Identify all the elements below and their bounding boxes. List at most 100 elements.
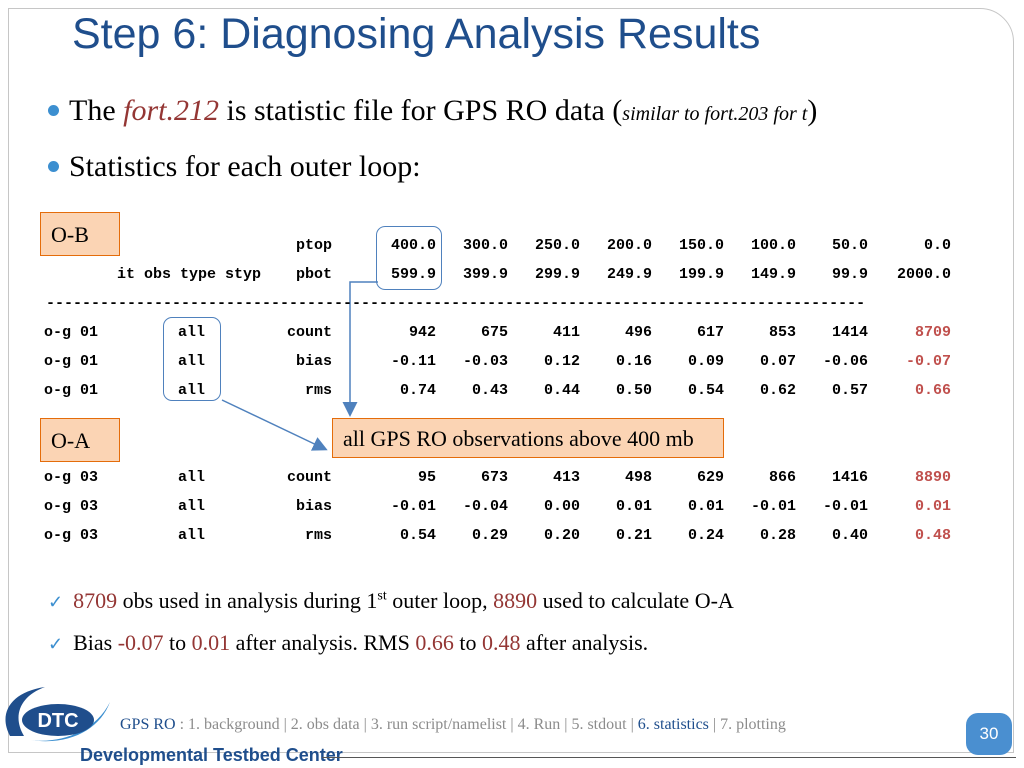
check-text: Bias [73, 630, 113, 655]
bullet-fort212: The fort.212 is statistic file for GPS R… [48, 94, 817, 128]
row-value: -0.01 [390, 498, 436, 515]
row-value: 629 [696, 469, 724, 486]
ptop-value: 150.0 [678, 237, 724, 254]
row-value: 0.07 [759, 353, 796, 370]
obs-count-ob: 8709 [73, 588, 118, 613]
slide-title: Step 6: Diagnosing Analysis Results [72, 10, 761, 58]
ptop-value: 50.0 [831, 237, 868, 254]
row-stat-name: count [286, 324, 332, 341]
ptop-value: 200.0 [606, 237, 652, 254]
row-value: 0.57 [831, 382, 868, 399]
bias-after: 0.01 [191, 630, 231, 655]
row-total: 0.01 [914, 498, 951, 515]
check-text: obs used in analysis during 1 [122, 588, 378, 613]
bullet-text: Statistics for each outer loop: [69, 150, 421, 183]
column-headers: it obs type styp [116, 266, 261, 283]
pbot-value: 149.9 [750, 266, 796, 283]
row-stat-name: bias [295, 353, 332, 370]
row-value: -0.03 [462, 353, 508, 370]
row-value: 498 [624, 469, 652, 486]
row-iteration: o-g 03 [44, 527, 99, 544]
row-value: 1414 [831, 324, 868, 341]
row-stat-name: rms [304, 527, 332, 544]
pbot-value: 599.9 [390, 266, 436, 283]
dtc-logo-icon: DTC [5, 687, 110, 742]
bullet-text-mid: is statistic file for GPS RO data ( [226, 94, 623, 127]
footer-nav-item[interactable]: 6. statistics [637, 716, 709, 733]
obs-count-oa: 8890 [493, 588, 538, 613]
row-obs-type: all [178, 353, 206, 370]
check-text: used to calculate O-A [542, 588, 734, 613]
ptop-value: 250.0 [534, 237, 580, 254]
footer-nav-item[interactable]: 5. stdout [571, 716, 627, 733]
highlight-400mb [376, 226, 442, 290]
row-value: 0.74 [399, 382, 436, 399]
row-obs-type: all [178, 382, 206, 399]
row-total: 0.48 [914, 527, 951, 544]
row-value: 0.16 [615, 353, 652, 370]
pbot-value: 199.9 [678, 266, 724, 283]
row-iteration: o-g 01 [44, 324, 99, 341]
footer-divider: | [506, 716, 518, 733]
row-value: 853 [768, 324, 796, 341]
check-item-obs: ✓ 8709 obs used in analysis during 1st ou… [48, 588, 734, 614]
bullet-dot-icon [48, 104, 59, 116]
page-number: 30 [966, 713, 1012, 755]
row-value: 0.29 [471, 527, 508, 544]
footer-nav-item[interactable]: 2. obs data [290, 716, 360, 733]
oa-label: O-A [40, 418, 120, 462]
row-value: 1416 [831, 469, 868, 486]
check-text: after analysis. [525, 630, 649, 655]
row-value: 942 [408, 324, 436, 341]
row-value: 0.40 [831, 527, 868, 544]
row-total: 8709 [914, 324, 951, 341]
row-value: 0.01 [615, 498, 652, 515]
footer-divider: | [708, 716, 721, 733]
highlight-all-obs [163, 317, 221, 401]
row-value: 0.44 [543, 382, 580, 399]
check-item-bias: ✓ Bias -0.07 to 0.01 after analysis. RMS … [48, 630, 648, 656]
row-value: 411 [552, 324, 580, 341]
footer-divider: | [359, 716, 371, 733]
footer-nav-item[interactable]: 7. plotting [720, 716, 786, 733]
footer-nav-item[interactable]: 3. run script/namelist [370, 716, 507, 733]
slide-frame [8, 8, 1014, 753]
row-iteration: o-g 01 [44, 382, 99, 399]
row-value: 0.09 [687, 353, 724, 370]
bias-before: -0.07 [117, 630, 164, 655]
callout-box: all GPS RO observations above 400 mb [332, 418, 724, 458]
pbot-label: pbot [295, 266, 332, 283]
footer-rule [322, 757, 1016, 758]
file-name: fort.212 [123, 94, 219, 127]
row-obs-type: all [178, 324, 206, 341]
ptop-value: 400.0 [390, 237, 436, 254]
footer-nav-item[interactable]: 4. Run [517, 716, 561, 733]
rms-after: 0.48 [481, 630, 521, 655]
footer-nav-item[interactable]: 1. background [188, 716, 280, 733]
check-text: to [169, 630, 187, 655]
check-text: to [459, 630, 477, 655]
row-value: 0.43 [471, 382, 508, 399]
bullet-note: similar to fort.203 for t [622, 103, 808, 125]
row-value: 675 [480, 324, 508, 341]
row-total: -0.07 [905, 353, 951, 370]
footer-divider: | [626, 716, 638, 733]
row-total: 0.66 [914, 382, 951, 399]
row-value: 0.20 [543, 527, 580, 544]
row-iteration: o-g 03 [44, 469, 99, 486]
row-value: 0.12 [543, 353, 580, 370]
row-value: -0.01 [822, 498, 868, 515]
row-obs-type: all [178, 527, 206, 544]
bullet-text-pre: The [69, 94, 116, 127]
check-text: outer loop, [392, 588, 488, 613]
ptop-value: 300.0 [462, 237, 508, 254]
row-obs-type: all [178, 469, 206, 486]
row-value: 0.54 [399, 527, 436, 544]
row-stat-name: rms [304, 382, 332, 399]
row-value: -0.04 [462, 498, 508, 515]
row-value: 0.01 [687, 498, 724, 515]
row-value: 0.24 [687, 527, 724, 544]
bullet-text-end: ) [807, 94, 818, 127]
footer-divider: | [560, 716, 572, 733]
pbot-value: 399.9 [462, 266, 508, 283]
